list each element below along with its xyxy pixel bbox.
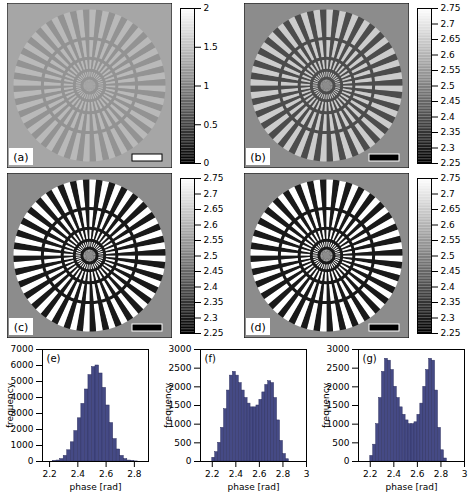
svg-text:2.45: 2.45 <box>441 266 461 276</box>
svg-text:2.4: 2.4 <box>229 469 244 479</box>
svg-text:1000: 1000 <box>11 440 34 450</box>
svg-text:2.55: 2.55 <box>204 235 224 245</box>
svg-text:0: 0 <box>344 456 350 466</box>
svg-text:2: 2 <box>204 3 210 13</box>
svg-text:2.25: 2.25 <box>441 158 461 168</box>
svg-text:2.6: 2.6 <box>410 469 425 479</box>
svg-text:(e): (e) <box>47 353 61 364</box>
svg-text:2.35: 2.35 <box>441 127 461 137</box>
svg-text:2.25: 2.25 <box>441 328 461 338</box>
svg-text:2.75: 2.75 <box>441 173 461 183</box>
svg-text:2.5: 2.5 <box>441 251 455 261</box>
svg-text:0: 0 <box>204 158 210 168</box>
svg-text:2.8: 2.8 <box>276 469 291 479</box>
svg-text:2.5: 2.5 <box>441 81 455 91</box>
svg-text:2.65: 2.65 <box>441 204 461 214</box>
svg-text:2.3: 2.3 <box>441 143 455 153</box>
svg-text:2.6: 2.6 <box>441 50 456 60</box>
svg-text:frequency: frequency <box>321 382 331 428</box>
svg-text:2.2: 2.2 <box>205 469 219 479</box>
svg-text:2.8: 2.8 <box>434 469 449 479</box>
svg-text:2.6: 2.6 <box>99 469 114 479</box>
svg-text:(g): (g) <box>363 353 377 364</box>
svg-text:1000: 1000 <box>168 419 192 429</box>
svg-text:2.55: 2.55 <box>441 235 461 245</box>
svg-text:2.3: 2.3 <box>204 313 218 323</box>
svg-text:2.55: 2.55 <box>441 65 461 75</box>
svg-text:phase [rad]: phase [rad] <box>386 482 438 492</box>
svg-text:2.3: 2.3 <box>441 313 455 323</box>
svg-text:1000: 1000 <box>326 419 350 429</box>
svg-text:2.6: 2.6 <box>441 220 456 230</box>
svg-text:4000: 4000 <box>10 392 34 403</box>
svg-text:(d): (d) <box>250 321 266 334</box>
svg-text:2500: 2500 <box>169 363 192 373</box>
svg-text:2.2: 2.2 <box>42 469 56 479</box>
svg-text:phase [rad]: phase [rad] <box>70 482 122 492</box>
svg-text:2.2: 2.2 <box>363 469 377 479</box>
svg-text:3: 3 <box>304 469 310 479</box>
svg-text:(b): (b) <box>250 151 266 164</box>
svg-text:500: 500 <box>174 438 191 448</box>
svg-text:2.65: 2.65 <box>441 34 461 44</box>
svg-text:2.35: 2.35 <box>441 297 461 307</box>
svg-text:2.4: 2.4 <box>387 469 402 479</box>
svg-text:3000: 3000 <box>327 344 350 354</box>
svg-text:0: 0 <box>28 456 34 466</box>
svg-text:3000: 3000 <box>169 344 192 354</box>
svg-text:1: 1 <box>204 81 210 91</box>
svg-text:2.4: 2.4 <box>204 282 219 292</box>
svg-text:2.6: 2.6 <box>252 469 267 479</box>
svg-text:2.25: 2.25 <box>204 328 224 338</box>
svg-text:2.7: 2.7 <box>441 19 455 29</box>
svg-text:1.5: 1.5 <box>204 42 218 52</box>
svg-text:0: 0 <box>186 456 192 466</box>
svg-text:2.4: 2.4 <box>71 469 86 479</box>
svg-text:6000: 6000 <box>11 360 34 370</box>
svg-text:(f): (f) <box>205 353 216 364</box>
svg-text:1500: 1500 <box>326 400 350 411</box>
svg-text:2500: 2500 <box>327 363 350 373</box>
svg-text:5000: 5000 <box>10 376 34 387</box>
svg-text:2.8: 2.8 <box>127 469 142 479</box>
svg-text:2000: 2000 <box>168 381 192 392</box>
svg-text:(a): (a) <box>13 151 28 164</box>
svg-text:2.5: 2.5 <box>204 251 218 261</box>
svg-text:3: 3 <box>462 469 468 479</box>
svg-text:7000: 7000 <box>11 344 34 354</box>
svg-text:2.4: 2.4 <box>441 112 456 122</box>
svg-text:phase [rad]: phase [rad] <box>228 482 280 492</box>
svg-text:frequency: frequency <box>5 382 15 428</box>
svg-text:3000: 3000 <box>10 408 34 419</box>
svg-text:500: 500 <box>332 438 349 448</box>
svg-text:2.4: 2.4 <box>441 282 456 292</box>
svg-text:1500: 1500 <box>168 400 192 411</box>
svg-text:2.45: 2.45 <box>441 96 461 106</box>
svg-text:2.65: 2.65 <box>204 204 224 214</box>
svg-text:2.6: 2.6 <box>204 220 219 230</box>
svg-text:2.45: 2.45 <box>204 266 224 276</box>
svg-text:2.35: 2.35 <box>204 297 224 307</box>
svg-text:2000: 2000 <box>10 424 34 435</box>
svg-text:2.7: 2.7 <box>441 189 455 199</box>
svg-text:frequency: frequency <box>163 382 173 428</box>
svg-text:2.7: 2.7 <box>204 189 218 199</box>
svg-text:2.75: 2.75 <box>204 173 224 183</box>
svg-text:0.5: 0.5 <box>204 120 218 130</box>
svg-text:2.75: 2.75 <box>441 3 461 13</box>
svg-text:2000: 2000 <box>326 381 350 392</box>
svg-text:(c): (c) <box>14 321 29 334</box>
